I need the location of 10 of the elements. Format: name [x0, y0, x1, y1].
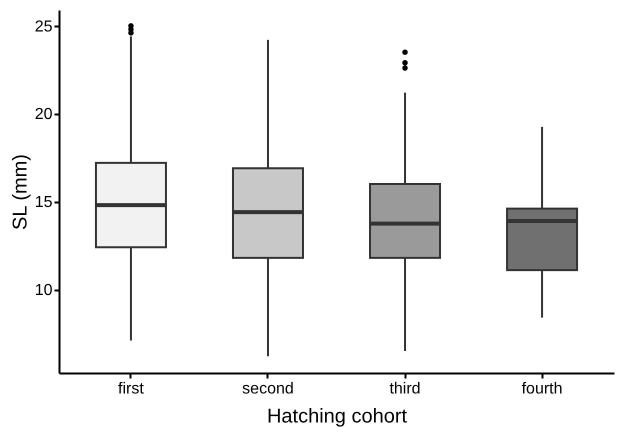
x-tick-label: first [118, 380, 144, 398]
x-tick-label: third [389, 380, 421, 398]
y-tick-label: 10 [34, 282, 53, 299]
x-tick-label: fourth [522, 380, 563, 398]
x-axis-title: Hatching cohort [266, 406, 408, 428]
y-axis-title: SL (mm) [10, 154, 32, 230]
y-tick-label: 15 [34, 194, 53, 212]
x-tick-label: second [242, 380, 294, 398]
y-tick-label: 20 [34, 106, 53, 124]
y-tick-label: 25 [34, 18, 53, 36]
